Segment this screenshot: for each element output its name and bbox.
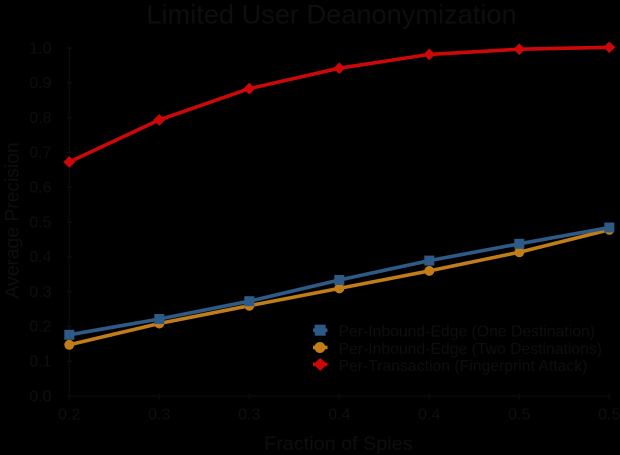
svg-text:0.7: 0.7 [29, 145, 51, 162]
svg-text:0.9: 0.9 [29, 75, 51, 92]
svg-text:Per-Transaction (Fingerprint A: Per-Transaction (Fingerprint Attack) [339, 358, 588, 375]
svg-text:Per-Inbound-Edge (One Destinat: Per-Inbound-Edge (One Destination) [339, 324, 596, 341]
svg-text:Limited User Deanonymization: Limited User Deanonymization [146, 0, 516, 29]
svg-text:0.0: 0.0 [29, 388, 51, 405]
svg-text:0.8: 0.8 [29, 110, 51, 127]
svg-text:0.5: 0.5 [29, 214, 51, 231]
svg-text:0.6: 0.6 [29, 180, 51, 197]
svg-text:0.3: 0.3 [238, 407, 260, 424]
svg-text:0.1: 0.1 [29, 354, 51, 371]
svg-text:0.2: 0.2 [58, 407, 80, 424]
svg-text:Fraction of Spies: Fraction of Spies [264, 433, 413, 455]
svg-text:Per-Inbound-Edge (Two Destinat: Per-Inbound-Edge (Two Destinations) [339, 341, 603, 358]
svg-text:Average Precision: Average Precision [3, 142, 24, 298]
svg-text:0.5: 0.5 [598, 407, 620, 424]
svg-text:0.3: 0.3 [29, 284, 51, 301]
svg-text:0.4: 0.4 [418, 407, 440, 424]
svg-text:0.4: 0.4 [29, 249, 51, 266]
svg-text:0.5: 0.5 [508, 407, 530, 424]
svg-text:0.3: 0.3 [148, 407, 170, 424]
svg-text:0.4: 0.4 [328, 407, 350, 424]
svg-text:1.0: 1.0 [29, 40, 51, 57]
svg-text:0.2: 0.2 [29, 319, 51, 336]
